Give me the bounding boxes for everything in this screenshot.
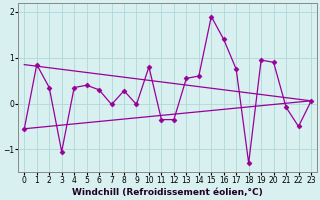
X-axis label: Windchill (Refroidissement éolien,°C): Windchill (Refroidissement éolien,°C) [72, 188, 263, 197]
